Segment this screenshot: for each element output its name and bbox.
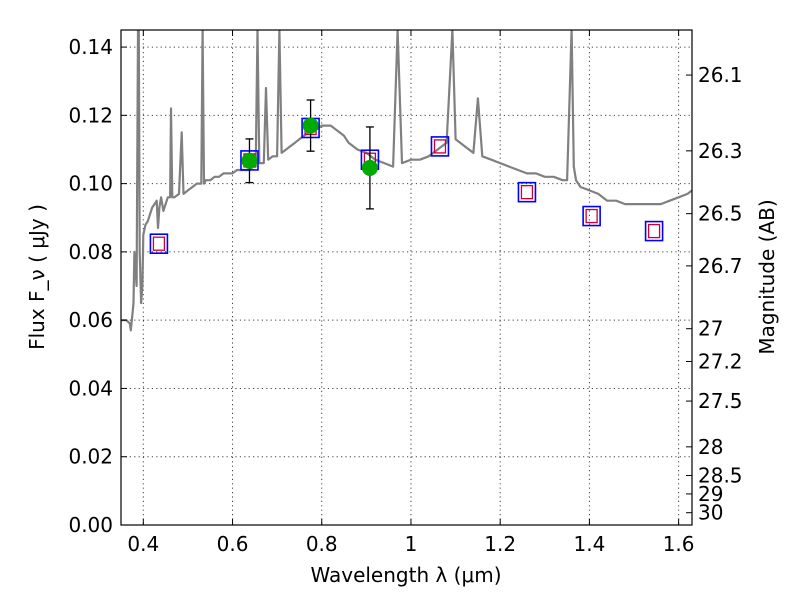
- right-tick-label: 26.5: [698, 202, 743, 226]
- right-tick-label: 30: [698, 501, 723, 525]
- model-flux-marker: [647, 223, 661, 239]
- x-tick-label: 0.4: [127, 532, 159, 556]
- y-tick-label: 0.08: [68, 240, 113, 264]
- x-tick-label: 0.8: [306, 532, 338, 556]
- model-flux-marker: [585, 208, 598, 224]
- axis-tick-labels: 0.4 0.6 0.8 1 1.2 1.4 1.6 0.00 0.02 0.04 0.06 0.08 0…: [68, 35, 742, 556]
- x-tick-label: 1.2: [484, 532, 516, 556]
- y-tick-label: 0.04: [68, 376, 113, 400]
- observed-point: [302, 117, 319, 134]
- y-tick-label: 0.02: [68, 445, 113, 469]
- plot-frame: [120, 29, 693, 526]
- axis-ticks: [121, 30, 692, 526]
- right-tick-label: 28: [698, 435, 723, 459]
- model-flux-marker: [433, 139, 447, 154]
- y-tick-label: 0.00: [68, 513, 113, 537]
- model-flux-marker: [152, 236, 166, 251]
- right-axis-title: Magnitude (AB): [755, 199, 779, 354]
- y-tick-label: 0.06: [68, 308, 113, 332]
- right-tick-label: 27.5: [698, 389, 743, 413]
- model-spectrum-line: [121, 30, 692, 332]
- right-tick-label: 26.1: [698, 63, 743, 87]
- y-tick-label: 0.12: [68, 103, 113, 127]
- right-tick-label: 27: [698, 317, 723, 341]
- x-tick-label: 1.4: [573, 532, 605, 556]
- x-tick-label: 1: [405, 532, 418, 556]
- right-tick-label: 29: [698, 482, 723, 506]
- model-spectrum: [121, 30, 692, 332]
- y-tick-label: 0.14: [68, 35, 113, 59]
- right-tick-label: 27.2: [698, 349, 743, 373]
- right-tick-label: 26.3: [698, 139, 743, 163]
- observed-point: [361, 159, 378, 176]
- filter-box-marker: [430, 136, 450, 157]
- right-tick-label: 26.7: [698, 254, 743, 278]
- filter-box-marker: [517, 181, 537, 203]
- filter-box-marker: [582, 205, 601, 227]
- filter-box-marker: [644, 220, 664, 242]
- model-flux-marker: [520, 185, 534, 200]
- observed-points: [241, 99, 378, 210]
- observed-point: [241, 152, 258, 169]
- right-tick-label: 28.5: [698, 464, 743, 488]
- x-tick-label: 0.6: [217, 532, 249, 556]
- x-tick-label: 1.6: [663, 532, 695, 556]
- filter-box-marker: [149, 233, 169, 255]
- x-axis-title: Wavelength λ (μm): [310, 563, 501, 587]
- y-tick-label: 0.10: [68, 172, 113, 196]
- y-axis-title: Flux F_ν ( μJy ): [25, 204, 49, 350]
